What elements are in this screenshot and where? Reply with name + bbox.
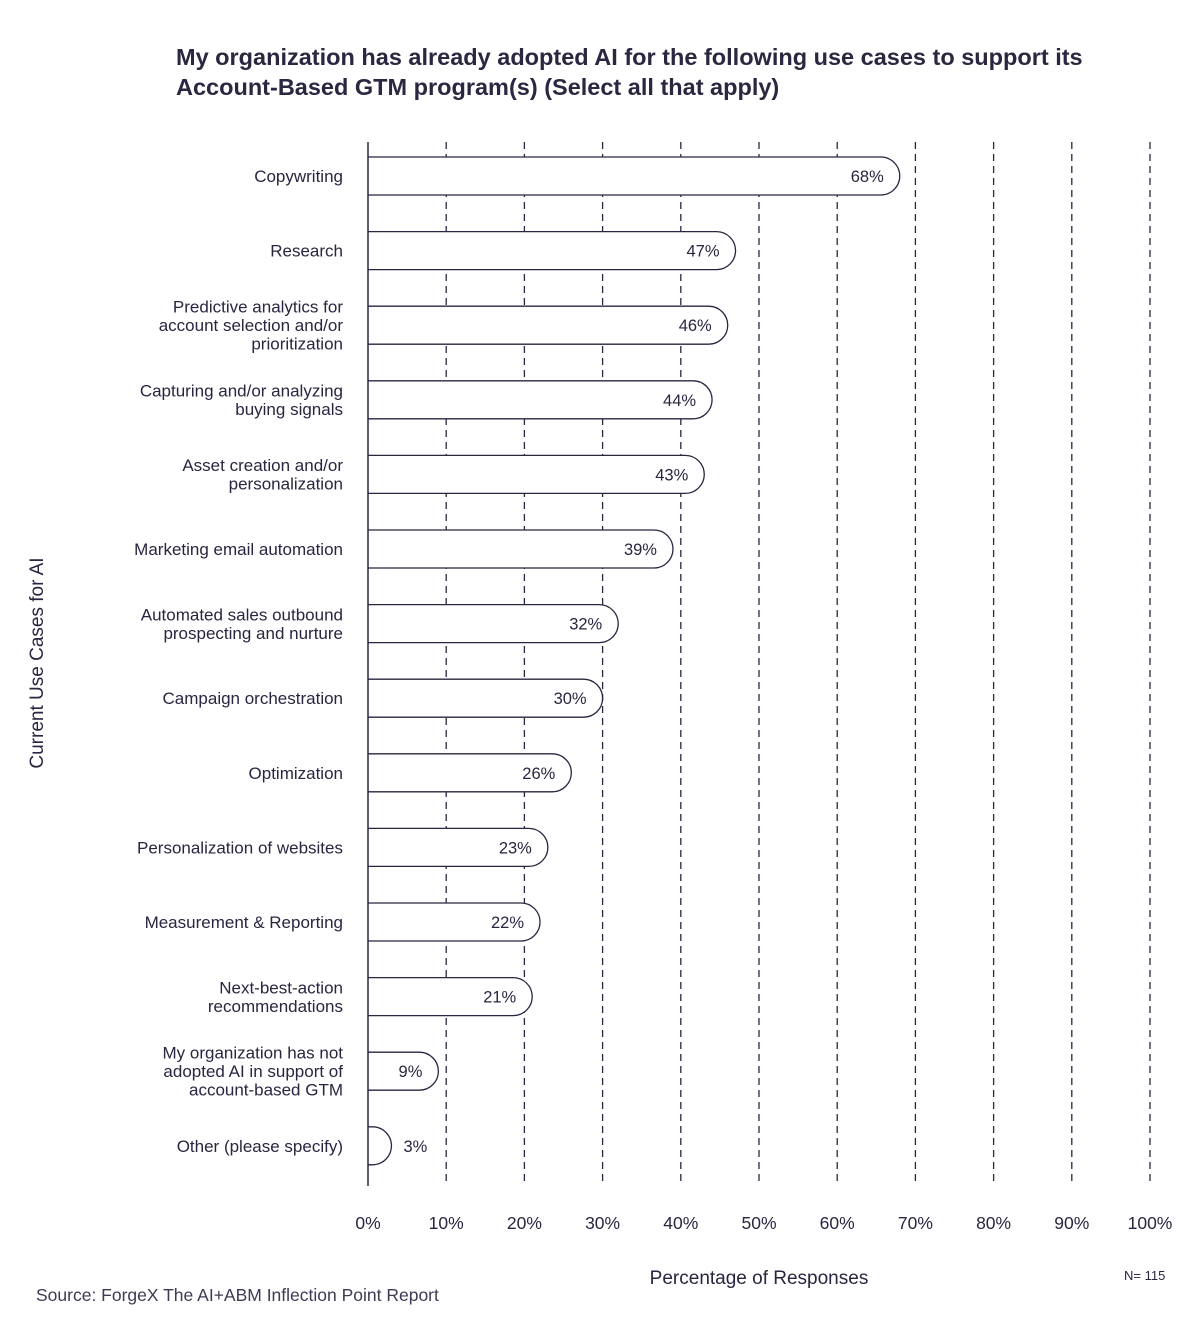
chart-title-line-1: My organization has already adopted AI f…	[176, 44, 1083, 70]
x-tick-label: 100%	[1128, 1213, 1173, 1233]
y-category-label: prioritization	[251, 335, 343, 354]
bar-value-label: 23%	[499, 839, 532, 857]
x-tick-label: 30%	[585, 1213, 620, 1233]
bar-value-label: 22%	[491, 914, 524, 932]
x-tick-label: 80%	[976, 1213, 1011, 1233]
bar-value-label: 32%	[569, 616, 602, 634]
bar	[368, 1126, 393, 1166]
bar-value-label: 9%	[399, 1063, 423, 1081]
y-category-label: personalization	[229, 475, 343, 494]
bar	[368, 305, 729, 345]
x-tick-label: 60%	[820, 1213, 855, 1233]
y-category-label: recommendations	[208, 997, 343, 1016]
y-category-label: Marketing email automation	[134, 540, 343, 559]
x-tick-label: 70%	[898, 1213, 933, 1233]
bar	[368, 603, 619, 644]
bar-value-label: 43%	[655, 466, 688, 484]
y-category-label: Automated sales outbound	[141, 605, 343, 624]
bar	[368, 454, 705, 495]
y-category-label: Copywriting	[254, 167, 343, 186]
bar	[368, 976, 533, 1017]
y-category-label: Predictive analytics for	[173, 298, 343, 317]
bar	[368, 902, 541, 942]
bar	[368, 380, 713, 420]
bar-value-label: 47%	[687, 243, 720, 261]
x-tick-label: 20%	[507, 1213, 542, 1233]
bar-value-label: 30%	[554, 690, 587, 708]
x-tick-label: 40%	[663, 1213, 698, 1233]
x-axis-title: Percentage of Responses	[649, 1268, 869, 1289]
bar	[368, 1051, 439, 1091]
bar	[368, 827, 549, 868]
bar	[368, 678, 604, 718]
x-tick-label: 50%	[741, 1213, 776, 1233]
y-category-label: adopted AI in support of	[163, 1062, 343, 1081]
chart-title: My organization has already adopted AI f…	[176, 42, 1156, 102]
y-category-label: Asset creation and/or	[182, 456, 343, 475]
bar	[368, 529, 674, 569]
bar	[368, 156, 901, 196]
chart-title-line-2: Account-Based GTM program(s) (Select all…	[176, 74, 780, 100]
bar	[368, 753, 572, 793]
y-category-label: My organization has not	[163, 1044, 344, 1063]
y-axis-title: Current Use Cases for AI	[27, 557, 48, 769]
y-category-label: prospecting and nurture	[163, 624, 343, 643]
y-category-label: account selection and/or	[159, 316, 344, 335]
bar-value-label: 68%	[851, 168, 884, 186]
y-category-label: account-based GTM	[189, 1081, 343, 1100]
x-tick-label: 10%	[429, 1213, 464, 1233]
bar-value-label: 3%	[403, 1138, 427, 1156]
y-category-label: Other (please specify)	[177, 1137, 343, 1156]
y-category-label: Capturing and/or analyzing	[140, 382, 343, 401]
y-category-label: Campaign orchestration	[163, 689, 343, 708]
bar-value-label: 39%	[624, 541, 657, 559]
y-category-label: Next-best-action	[219, 978, 343, 997]
y-category-label: Personalization of websites	[137, 838, 343, 857]
x-tick-label: 90%	[1054, 1213, 1089, 1233]
bar-value-label: 21%	[483, 989, 516, 1007]
y-category-label: Measurement & Reporting	[145, 913, 343, 932]
bar-value-label: 46%	[679, 317, 712, 335]
y-category-label: Research	[270, 242, 343, 261]
sample-size-note: N= 115	[1124, 1268, 1166, 1283]
bar-value-label: 44%	[663, 392, 696, 410]
x-tick-label: 0%	[355, 1213, 380, 1233]
y-category-label: Optimization	[249, 764, 343, 783]
bar-value-label: 26%	[522, 765, 555, 783]
y-category-label: buying signals	[235, 400, 343, 419]
bar	[368, 230, 737, 271]
source-note: Source: ForgeX The AI+ABM Inflection Poi…	[36, 1285, 439, 1305]
